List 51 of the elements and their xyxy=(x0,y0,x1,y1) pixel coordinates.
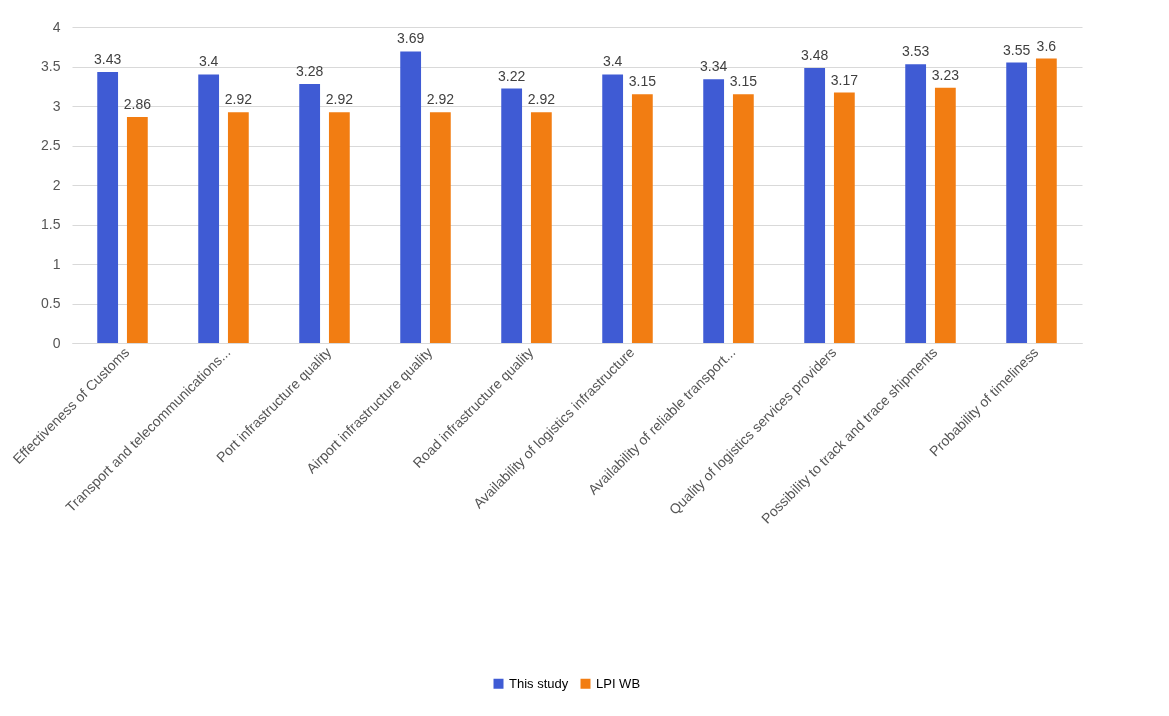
data-label: 3.53 xyxy=(902,43,930,60)
bar xyxy=(227,112,249,343)
bar xyxy=(934,87,956,343)
data-label: 3.43 xyxy=(94,51,122,68)
bar xyxy=(905,64,927,343)
bar xyxy=(299,83,321,343)
bar xyxy=(400,51,422,343)
data-label: 3.48 xyxy=(801,47,829,64)
y-tick-label: 0.5 xyxy=(41,295,61,311)
data-label: 3.34 xyxy=(700,58,728,75)
data-label: 3.4 xyxy=(602,53,623,70)
bar xyxy=(328,112,350,343)
data-label: 3.22 xyxy=(498,67,526,84)
y-tick-label: 1 xyxy=(52,255,61,272)
y-tick-label: 1.5 xyxy=(41,216,61,232)
data-label: 3.69 xyxy=(397,30,425,47)
y-tick-label: 2.5 xyxy=(41,137,61,153)
data-label: 2.92 xyxy=(325,91,354,108)
y-tick-label: 3 xyxy=(52,97,61,114)
bar xyxy=(126,117,148,343)
y-tick-label: 3.5 xyxy=(41,58,61,74)
y-tick-label: 2 xyxy=(52,176,61,193)
data-label: 3.4 xyxy=(198,53,219,70)
data-label: 2.92 xyxy=(527,91,556,108)
bar xyxy=(631,94,653,343)
y-tick-label: 4 xyxy=(52,18,61,35)
bar xyxy=(602,74,624,343)
legend-label: LPI WB xyxy=(596,675,641,691)
bar xyxy=(732,94,754,343)
data-label: 3.55 xyxy=(1003,41,1031,58)
data-label: 3.23 xyxy=(931,66,960,83)
bar xyxy=(97,72,119,343)
bar xyxy=(703,79,725,343)
bar xyxy=(198,74,220,343)
data-label: 2.86 xyxy=(123,96,152,113)
data-label: 3.17 xyxy=(830,71,859,88)
bar xyxy=(1035,58,1057,343)
legend-label: This study xyxy=(509,675,569,691)
bar xyxy=(833,92,855,343)
data-label: 2.92 xyxy=(426,91,455,108)
data-label: 3.6 xyxy=(1036,37,1057,54)
bar xyxy=(429,112,451,343)
y-tick-label: 0 xyxy=(52,334,61,351)
data-label: 3.15 xyxy=(628,73,657,90)
bar xyxy=(530,112,552,343)
data-label: 2.92 xyxy=(224,91,253,108)
data-label: 3.28 xyxy=(296,62,324,79)
bar xyxy=(501,88,523,343)
bar xyxy=(1006,62,1028,343)
data-label: 3.15 xyxy=(729,73,758,90)
bar xyxy=(804,68,826,343)
